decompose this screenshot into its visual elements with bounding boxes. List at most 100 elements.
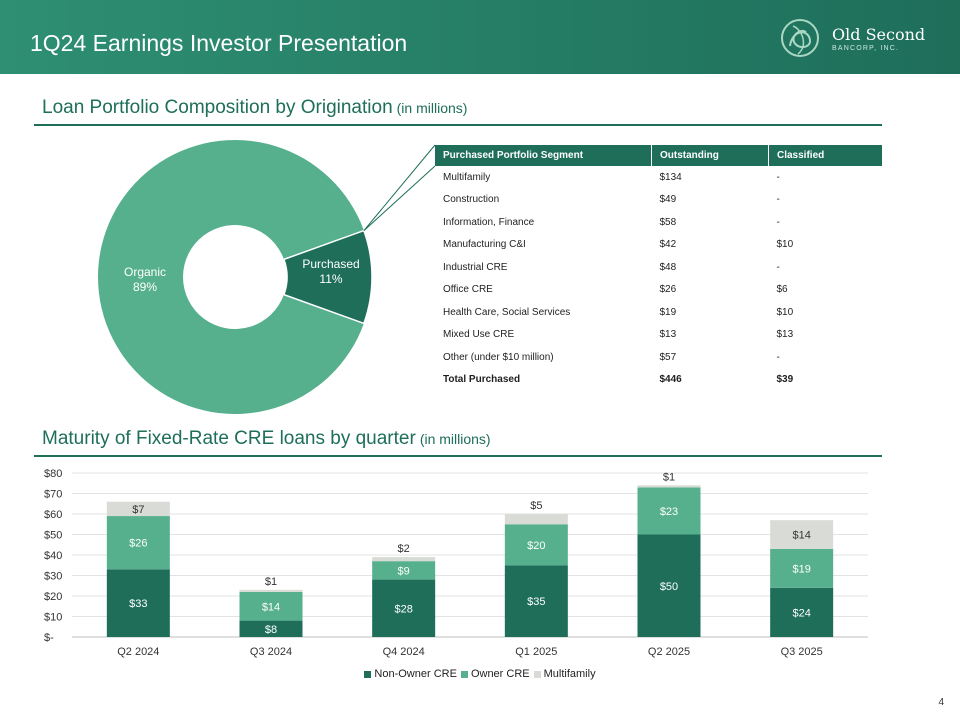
donut-label-purchased-name: Purchased: [302, 257, 360, 271]
bar-segment-owner-cre: [637, 487, 701, 535]
bar-data-label: $50: [660, 581, 678, 593]
section-title-unit: (in millions): [396, 100, 468, 116]
bar-data-label: $26: [129, 538, 147, 550]
legend-item: Owner CRE: [460, 668, 530, 680]
table-cell-segment: Industrial CRE: [443, 261, 508, 273]
table-header-outstanding: Outstanding: [651, 145, 769, 166]
table-cell-classified: $13: [776, 329, 794, 341]
table-cell-classified: $10: [776, 239, 794, 251]
table-row: Office CRE $26 $6: [435, 279, 882, 302]
legend-label: Owner CRE: [470, 668, 530, 680]
donut-label-organic: Organic 89%: [110, 265, 180, 295]
y-tick-label: $-: [44, 632, 54, 644]
table-cell-segment: Construction: [443, 194, 500, 206]
table-cell-classified: $10: [776, 306, 794, 318]
bar-segment-multifamily: [637, 485, 701, 488]
section-divider: [34, 124, 882, 126]
table-row: Manufacturing C&I $42 $10: [435, 234, 882, 257]
table-row: Information, Finance $58 -: [435, 211, 882, 234]
table-cell-segment: Mixed Use CRE: [443, 329, 515, 341]
table-cell-segment: Multifamily: [443, 171, 491, 183]
section-title-text: Loan Portfolio Composition by Originatio…: [42, 97, 393, 118]
bar-data-label: $14: [792, 530, 810, 542]
table-cell-classified: $39: [776, 374, 794, 386]
bar-segment-multifamily: [770, 520, 834, 549]
table-cell-segment: Health Care, Social Services: [443, 306, 571, 318]
table-header-row: Purchased Portfolio Segment Outstanding …: [435, 145, 882, 166]
maturity-bar-chart: $- $10 $20 $30 $40 $50 $60 $70 $80 $33 $26 $7 Q2 202…: [44, 468, 868, 658]
bar-segment-non-owner-cre: [239, 620, 303, 637]
bar-data-label: $28: [394, 603, 412, 615]
donut-slice-organic: [98, 139, 364, 414]
table-header-classified: Classified: [768, 145, 882, 166]
bar-data-label: $35: [527, 596, 545, 608]
table-cell-classified: -: [776, 216, 780, 228]
bar-segment-non-owner-cre: [504, 565, 568, 637]
donut-label-organic-pct: 89%: [132, 280, 158, 294]
legend-label: Multifamily: [543, 668, 596, 680]
section-title-unit: (in millions): [419, 431, 491, 447]
bar-data-label: $1: [265, 576, 277, 588]
purchased-portfolio-table: Purchased Portfolio Segment Outstanding …: [435, 145, 882, 391]
donut-label-purchased: Purchased 11%: [293, 257, 369, 287]
section-title-maturity: Maturity of Fixed-Rate CRE loans by quar…: [42, 428, 491, 450]
table-cell-outstanding: $446: [659, 374, 682, 386]
bar-data-label: $8: [265, 624, 277, 636]
connector-line: [363, 144, 436, 231]
bar-data-label: $33: [129, 598, 147, 610]
bar-data-label: $1: [663, 471, 675, 483]
legend-item: Non-Owner CRE: [364, 668, 457, 680]
y-tick-label: $80: [44, 468, 62, 480]
table-cell-outstanding: $42: [659, 239, 677, 251]
donut-label-purchased-pct: 11%: [319, 272, 343, 286]
legend-label: Non-Owner CRE: [374, 668, 457, 680]
table-total-row: Total Purchased $446 $39: [435, 369, 882, 392]
connector-line: [363, 165, 436, 231]
table-cell-outstanding: $26: [659, 284, 677, 296]
legend-swatch: [364, 670, 372, 678]
legend-swatch: [460, 670, 468, 678]
bar-segment-owner-cre: [504, 524, 568, 566]
table-cell-classified: -: [776, 261, 780, 273]
table-row: Multifamily $134 -: [435, 166, 882, 189]
x-tick-label: Q1 2025: [515, 646, 557, 658]
page-number: 4: [938, 697, 944, 708]
bar-data-label: $2: [398, 543, 410, 555]
table-cell-classified: $6: [776, 284, 788, 296]
bar-data-label: $19: [792, 563, 810, 575]
section-divider: [34, 455, 882, 457]
table-cell-outstanding: $19: [659, 306, 677, 318]
table-row: Industrial CRE $48 -: [435, 256, 882, 279]
table-cell-outstanding: $57: [659, 351, 677, 363]
donut-chart: [98, 139, 436, 414]
bar-data-label: $14: [262, 601, 280, 613]
table-cell-outstanding: $134: [659, 171, 682, 183]
bar-data-label: $7: [132, 504, 144, 516]
table-cell-segment: Other (under $10 million): [443, 351, 554, 363]
bar-segment-multifamily: [504, 514, 568, 525]
bar-segment-non-owner-cre: [770, 587, 834, 637]
bar-segment-multifamily: [372, 557, 436, 562]
y-tick-label: $60: [44, 509, 62, 521]
bar-segment-owner-cre: [239, 591, 303, 621]
chart-legend: Non-Owner CRE Owner CRE Multifamily: [0, 668, 960, 680]
bar-data-label: $23: [660, 506, 678, 518]
table-cell-outstanding: $13: [659, 329, 677, 341]
bar-segment-non-owner-cre: [637, 534, 701, 637]
table-row: Construction $49 -: [435, 189, 882, 212]
x-tick-label: Q3 2024: [250, 646, 292, 658]
table-cell-segment: Office CRE: [443, 284, 493, 296]
table-row: Health Care, Social Services $19 $10: [435, 301, 882, 324]
table-cell-segment: Manufacturing C&I: [443, 239, 526, 251]
table-cell-classified: -: [776, 171, 780, 183]
table-header-segment: Purchased Portfolio Segment: [435, 145, 652, 166]
x-tick-label: Q2 2025: [648, 646, 690, 658]
x-tick-label: Q4 2024: [383, 646, 425, 658]
y-tick-label: $40: [44, 550, 62, 562]
logo-icon: [781, 19, 819, 57]
table-cell-segment: Total Purchased: [443, 374, 521, 386]
bar-data-label: $9: [398, 565, 410, 577]
table-cell-outstanding: $49: [659, 194, 677, 206]
y-tick-label: $20: [44, 591, 62, 603]
y-tick-label: $50: [44, 530, 62, 542]
